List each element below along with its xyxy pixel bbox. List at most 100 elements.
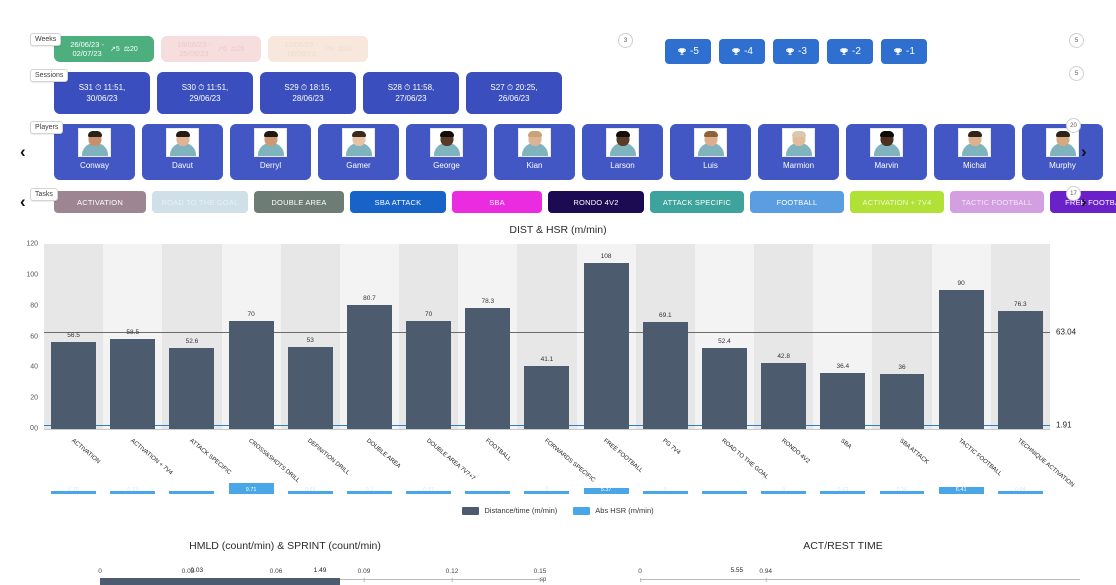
player-card[interactable]: Luis <box>670 124 751 180</box>
bar-value-label: 52.4 <box>718 338 731 346</box>
session-chip[interactable]: S28 ⏱ 11:58, 27/06/23 <box>363 72 459 114</box>
players-prev-arrow-icon[interactable]: ‹ <box>20 142 26 161</box>
chart-bar[interactable]: 58.5 <box>110 329 156 429</box>
trophy-filter-button[interactable]: -3 <box>773 39 819 64</box>
player-card[interactable]: Kian <box>494 124 575 180</box>
player-card[interactable]: Michal <box>934 124 1015 180</box>
task-chip[interactable]: SBA <box>452 191 542 213</box>
chart-bar[interactable]: 80.7 <box>346 295 392 429</box>
subchart-marker-label: 1.49 <box>313 567 327 574</box>
task-chip[interactable]: FOOTBALL <box>750 191 844 213</box>
chart-bar[interactable]: 41.1 <box>524 356 570 429</box>
player-card[interactable]: Marvin <box>846 124 927 180</box>
hsr-value-label: 0.13 <box>127 487 139 493</box>
chart-bar[interactable]: 90 <box>938 280 984 429</box>
player-card[interactable]: Larson <box>582 124 663 180</box>
trophy-filter-button[interactable]: -5 <box>665 39 711 64</box>
week-sessions-count: ↗8 <box>323 45 334 53</box>
week-chip[interactable]: 19/06/23 - 25/06/23 ↗6 ⚖26 <box>161 36 261 62</box>
player-card[interactable]: Derryl <box>230 124 311 180</box>
avatar <box>518 128 551 157</box>
chart-bar[interactable]: 36 <box>879 364 925 429</box>
players-next-arrow-icon[interactable]: › <box>1081 142 1087 161</box>
task-label: ACTIVATION + 7V4 <box>862 197 932 207</box>
session-chip[interactable]: S29 ⏱ 18:15, 28/06/23 <box>260 72 356 114</box>
session-chip[interactable]: S30 ⏱ 11:51, 29/06/23 <box>157 72 253 114</box>
chart-bar[interactable]: 108 <box>583 253 629 429</box>
subchart-tick-label: 0.12 <box>445 568 459 582</box>
x-tick-label: RONDO 4V2 <box>779 438 811 465</box>
session-chip[interactable]: S27 ⏱ 20:25, 26/06/23 <box>466 72 562 114</box>
chart-bar[interactable]: 36.4 <box>820 363 866 429</box>
trophy-filter-button[interactable]: -4 <box>719 39 765 64</box>
chart-bar[interactable]: 76.3 <box>997 301 1043 429</box>
chart-bar[interactable]: 69.1 <box>642 312 688 429</box>
task-chip[interactable]: ACTIVATION <box>54 191 146 213</box>
avatar-hair <box>439 131 454 137</box>
hsr-bar: 0.68 <box>287 487 333 494</box>
task-chip[interactable]: ACTIVATION + 7V4 <box>850 191 944 213</box>
chart-bar-band: 56.5 <box>44 244 104 429</box>
bar-value-label: 41.1 <box>540 355 554 363</box>
chart-bar-band: 52.6 <box>162 244 222 429</box>
task-label: FREE FOOTBALL <box>1065 197 1116 207</box>
week-chip[interactable]: 26/06/23 - 02/07/23 ↗5 ⚖20 <box>54 36 154 62</box>
chart-hsr-cell: 0.04 <box>991 481 1050 494</box>
legend-item[interactable]: Abs HSR (m/min) <box>573 506 654 515</box>
tasks-prev-arrow-icon[interactable]: ‹ <box>20 192 26 211</box>
chart-bar[interactable]: 78.3 <box>465 298 511 429</box>
task-chip[interactable]: ATTACK SPECIFIC <box>650 191 744 213</box>
chart-bar[interactable]: 42.8 <box>761 353 807 429</box>
x-tick-cell: FORWARDS SPECIFIC <box>517 436 596 492</box>
chart-bar-band: 69.1 <box>635 244 696 429</box>
chart-bar[interactable]: 70 <box>406 311 452 429</box>
session-chip[interactable]: S31 ⏱ 11:51, 30/06/23 <box>54 72 150 114</box>
hsr-value-label: 9.71 <box>245 487 257 493</box>
task-chip[interactable]: ROAD TO THE GOAL <box>152 191 248 213</box>
x-tick-label: SBA <box>838 438 853 451</box>
bar-value-label: 58.5 <box>126 328 140 336</box>
bar-value-label: 36 <box>898 363 906 371</box>
trophy-button-row: -5 -4 -3 -2 -1 <box>665 39 927 64</box>
player-card[interactable]: George <box>406 124 487 180</box>
chart-bar[interactable]: 70 <box>228 311 274 429</box>
trophy-counter: 3 <box>618 33 633 48</box>
week-chip[interactable]: 12/06/23 - 18/06/23 ↗8 ⚖28 <box>268 36 368 62</box>
task-label: DOUBLE AREA <box>271 197 327 207</box>
chart-hsr-cell: 0.87 <box>399 481 458 494</box>
player-card[interactable]: Davut <box>142 124 223 180</box>
tasks-filter-row: ACTIVATION ROAD TO THE GOAL DOUBLE AREA SBA… <box>30 191 1116 213</box>
distance-bar <box>287 347 333 429</box>
chart-bar[interactable]: 52.6 <box>169 338 215 429</box>
task-chip[interactable]: TACTIC FOOTBALL <box>950 191 1044 213</box>
player-card[interactable]: Marmion <box>758 124 839 180</box>
x-tick-cell: FOOTBALL <box>458 436 517 492</box>
trophy-filter-button[interactable]: -2 <box>827 39 873 64</box>
tasks-next-arrow-icon[interactable]: › <box>1081 192 1087 211</box>
chart-bar[interactable]: 56.5 <box>51 332 97 429</box>
task-chip[interactable]: RONDO 4V2 <box>548 191 644 213</box>
chart-bar[interactable]: 53 <box>287 337 333 429</box>
task-chip[interactable]: SBA ATTACK <box>350 191 446 213</box>
legend-item[interactable]: Distance/time (m/min) <box>462 506 557 515</box>
chart-bar-band: 36 <box>872 244 932 429</box>
distance-bar <box>51 341 97 429</box>
task-chip[interactable]: DOUBLE AREA <box>254 191 344 213</box>
chart-bar[interactable]: 52.4 <box>701 338 747 429</box>
sessions-counter: 5 <box>1069 66 1084 81</box>
player-card[interactable]: Murphy <box>1022 124 1103 180</box>
trophy-filter-button[interactable]: -1 <box>881 39 927 64</box>
chart-legend: Distance/time (m/min) Abs HSR (m/min) <box>0 506 1116 515</box>
hsr-value-label: 0.68 <box>304 487 316 493</box>
act-rest-chart-title: ACT/REST TIME <box>803 540 883 552</box>
chart-hsr-cell: 0.68 <box>281 481 340 494</box>
x-tick-cell: CROSS&SHOTS DRILL <box>222 436 300 492</box>
task-label: FOOTBALL <box>776 197 818 207</box>
players-counter: 20 <box>1066 118 1081 133</box>
x-tick-cell: DOUBLE AREA <box>340 436 402 492</box>
player-name: Michal <box>962 161 987 170</box>
player-card[interactable]: Gamer <box>318 124 399 180</box>
chart-hsr-series: 0.15 0.13 2.22 9.71 0.68 0.3 0.87 2.23 0 5.37 0 1.7… <box>44 481 1050 494</box>
player-card[interactable]: Conway <box>54 124 135 180</box>
player-name: Conway <box>80 161 109 170</box>
